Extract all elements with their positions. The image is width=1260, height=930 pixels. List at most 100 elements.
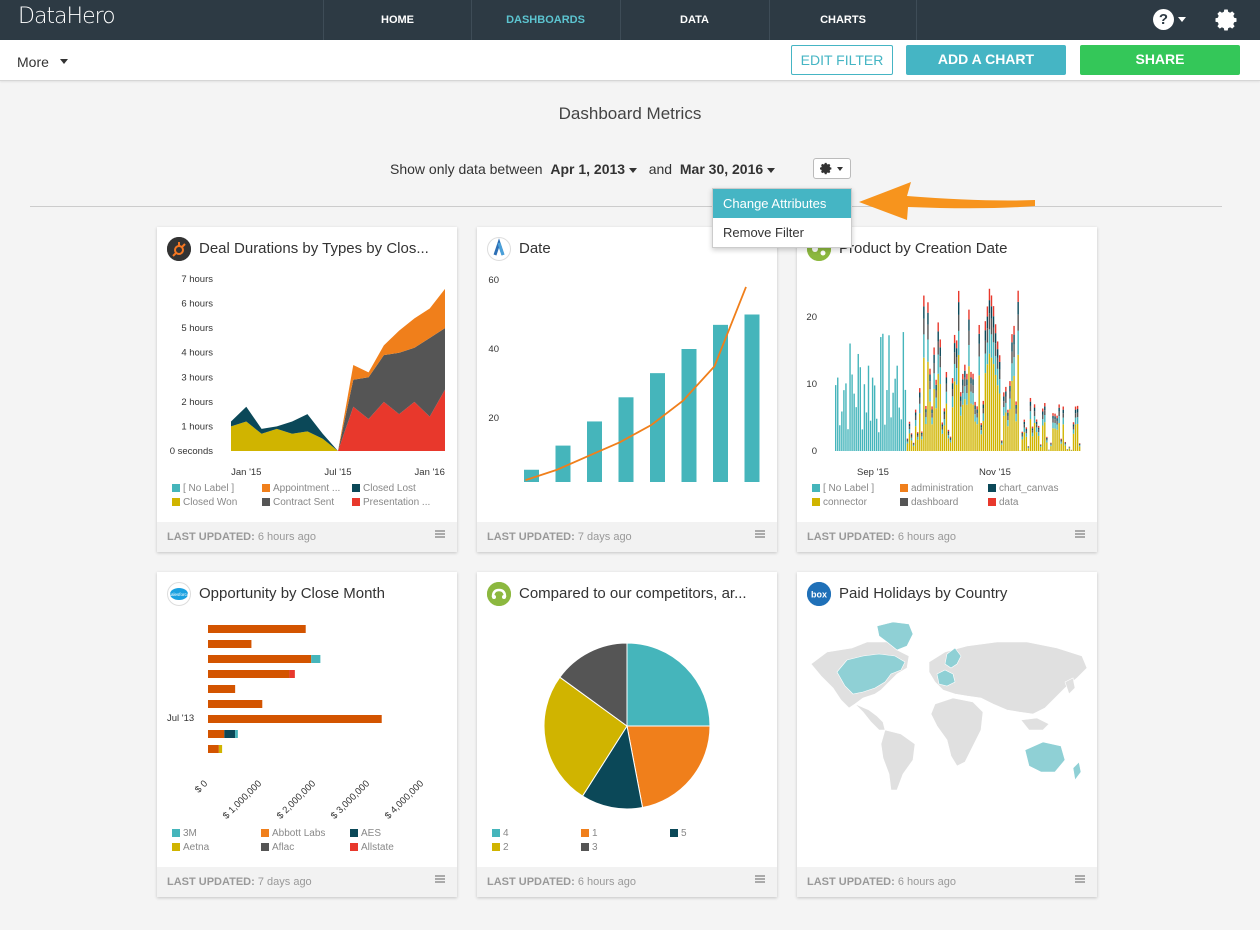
legend-item[interactable]: Appointment ... [262, 483, 350, 494]
menu-icon[interactable] [435, 530, 445, 538]
bar [208, 640, 252, 648]
pie-slice [581, 724, 644, 810]
chevron-down-icon[interactable] [629, 167, 638, 173]
menu-icon[interactable] [1075, 530, 1085, 538]
bar [855, 407, 857, 451]
bar [908, 423, 911, 427]
legend-item[interactable]: AES [350, 828, 438, 839]
legend-item[interactable]: Contract Sent [262, 497, 350, 508]
chevron-down-icon[interactable] [767, 167, 776, 173]
legend-item[interactable]: dashboard [900, 497, 988, 508]
bar [986, 316, 989, 329]
bar [958, 330, 960, 355]
nav-tab-dashboards[interactable]: DASHBOARDS [471, 0, 619, 40]
salesforce-icon: salesforce [167, 582, 191, 606]
filter-settings-button[interactable] [813, 158, 851, 179]
nav-tab-data[interactable]: DATA [620, 0, 768, 40]
bar [982, 413, 984, 421]
legend-swatch [350, 843, 358, 851]
bar [914, 409, 917, 413]
chart-card-date[interactable]: Date 6040200Oct 25Nov 8Nov 22Dec 6 LAST … [477, 227, 777, 552]
nav-tab-charts[interactable]: CHARTS [769, 0, 917, 40]
bar [1015, 404, 1017, 409]
legend-item[interactable]: administration [900, 483, 988, 494]
legend-item[interactable]: [ No Label ] [812, 483, 900, 494]
legend-item[interactable]: 1 [581, 828, 669, 839]
bar [1068, 447, 1071, 449]
share-button[interactable]: SHARE [1080, 45, 1240, 75]
box-icon: box [807, 582, 831, 606]
bar [910, 435, 913, 438]
bar [972, 404, 974, 451]
legend-item[interactable]: Closed Won [172, 497, 260, 508]
bar [999, 379, 1001, 394]
bar [1013, 357, 1015, 376]
bar [1015, 421, 1017, 451]
legend-item[interactable]: connector [812, 497, 900, 508]
bar [1023, 421, 1025, 425]
legend-item[interactable]: Presentation ... [352, 497, 440, 508]
legend-item[interactable]: 3M [172, 828, 260, 839]
date-to-select[interactable]: Mar 30, 2016 [679, 161, 764, 177]
menu-icon[interactable] [755, 530, 765, 538]
edit-filter-button[interactable]: EDIT FILTER [791, 45, 893, 75]
bar [1001, 440, 1003, 442]
bar [1027, 447, 1030, 449]
legend-item[interactable]: Aflac [261, 842, 349, 853]
bar [1009, 391, 1011, 399]
y-tick-label: 1 hours [181, 421, 213, 432]
legend-item[interactable]: Abbott Labs [261, 828, 349, 839]
legend-item[interactable]: 4 [492, 828, 580, 839]
chart-card-product[interactable]: Product by Creation Date 20 10 0 Sep '15 Nov… [797, 227, 1097, 552]
bar [968, 366, 970, 451]
menu-icon[interactable] [435, 875, 445, 883]
menu-icon[interactable] [1075, 875, 1085, 883]
bar [968, 344, 970, 367]
bar [960, 400, 962, 407]
bar [1060, 439, 1062, 441]
y-tick-label: 5 hours [181, 323, 213, 334]
chart-card-competitors[interactable]: Compared to our competitors, ar... 4 1 5 2 3… [477, 572, 777, 897]
legend-swatch [670, 829, 678, 837]
date-from-select[interactable]: Apr 1, 2013 [550, 161, 626, 177]
bar [960, 396, 962, 401]
bar [1068, 448, 1071, 451]
bar [949, 437, 952, 439]
chevron-down-icon[interactable] [1178, 17, 1186, 22]
add-chart-button[interactable]: ADD A CHART [906, 45, 1066, 75]
bar [208, 655, 312, 663]
bar [1052, 422, 1054, 429]
bar [980, 430, 982, 435]
legend-item[interactable]: chart_canvas [988, 483, 1076, 494]
legend-swatch [581, 829, 589, 837]
legend-item[interactable]: [ No Label ] [172, 483, 260, 494]
chart-card-holidays[interactable]: box Paid Holidays by Country LAST UPDATE… [797, 572, 1097, 897]
chart-card-opportunity[interactable]: salesforce Opportunity by Close Month Ju… [157, 572, 457, 897]
chart-card-deal-durations[interactable]: Deal Durations by Types by Clos... 7 hou… [157, 227, 457, 552]
logo[interactable]: DataHero [18, 4, 116, 29]
legend-item[interactable]: Aetna [172, 842, 260, 853]
legend-item[interactable]: data [988, 497, 1076, 508]
chevron-down-icon[interactable] [60, 59, 68, 64]
legend-label: dashboard [911, 497, 959, 508]
bar [980, 427, 982, 431]
help-icon[interactable]: ? [1153, 9, 1174, 30]
bar [966, 404, 968, 451]
y-tick-label: 2 hours [181, 397, 213, 408]
bar [1072, 426, 1075, 430]
legend-item[interactable]: Closed Lost [352, 483, 440, 494]
legend-item[interactable]: 2 [492, 842, 580, 853]
gear-icon[interactable] [1214, 8, 1238, 32]
menu-item-change-attributes[interactable]: Change Attributes [713, 189, 851, 218]
nav-tab-home[interactable]: HOME [323, 0, 471, 40]
more-menu[interactable]: More [17, 54, 49, 70]
bar [1064, 443, 1066, 445]
legend-item[interactable]: 3 [581, 842, 669, 853]
bar [910, 440, 913, 451]
menu-icon[interactable] [755, 875, 765, 883]
bar [1037, 432, 1040, 436]
legend-item[interactable]: Allstate [350, 842, 438, 853]
menu-item-remove-filter[interactable]: Remove Filter [723, 225, 804, 240]
legend-item[interactable]: 5 [670, 828, 758, 839]
bar [587, 421, 602, 482]
